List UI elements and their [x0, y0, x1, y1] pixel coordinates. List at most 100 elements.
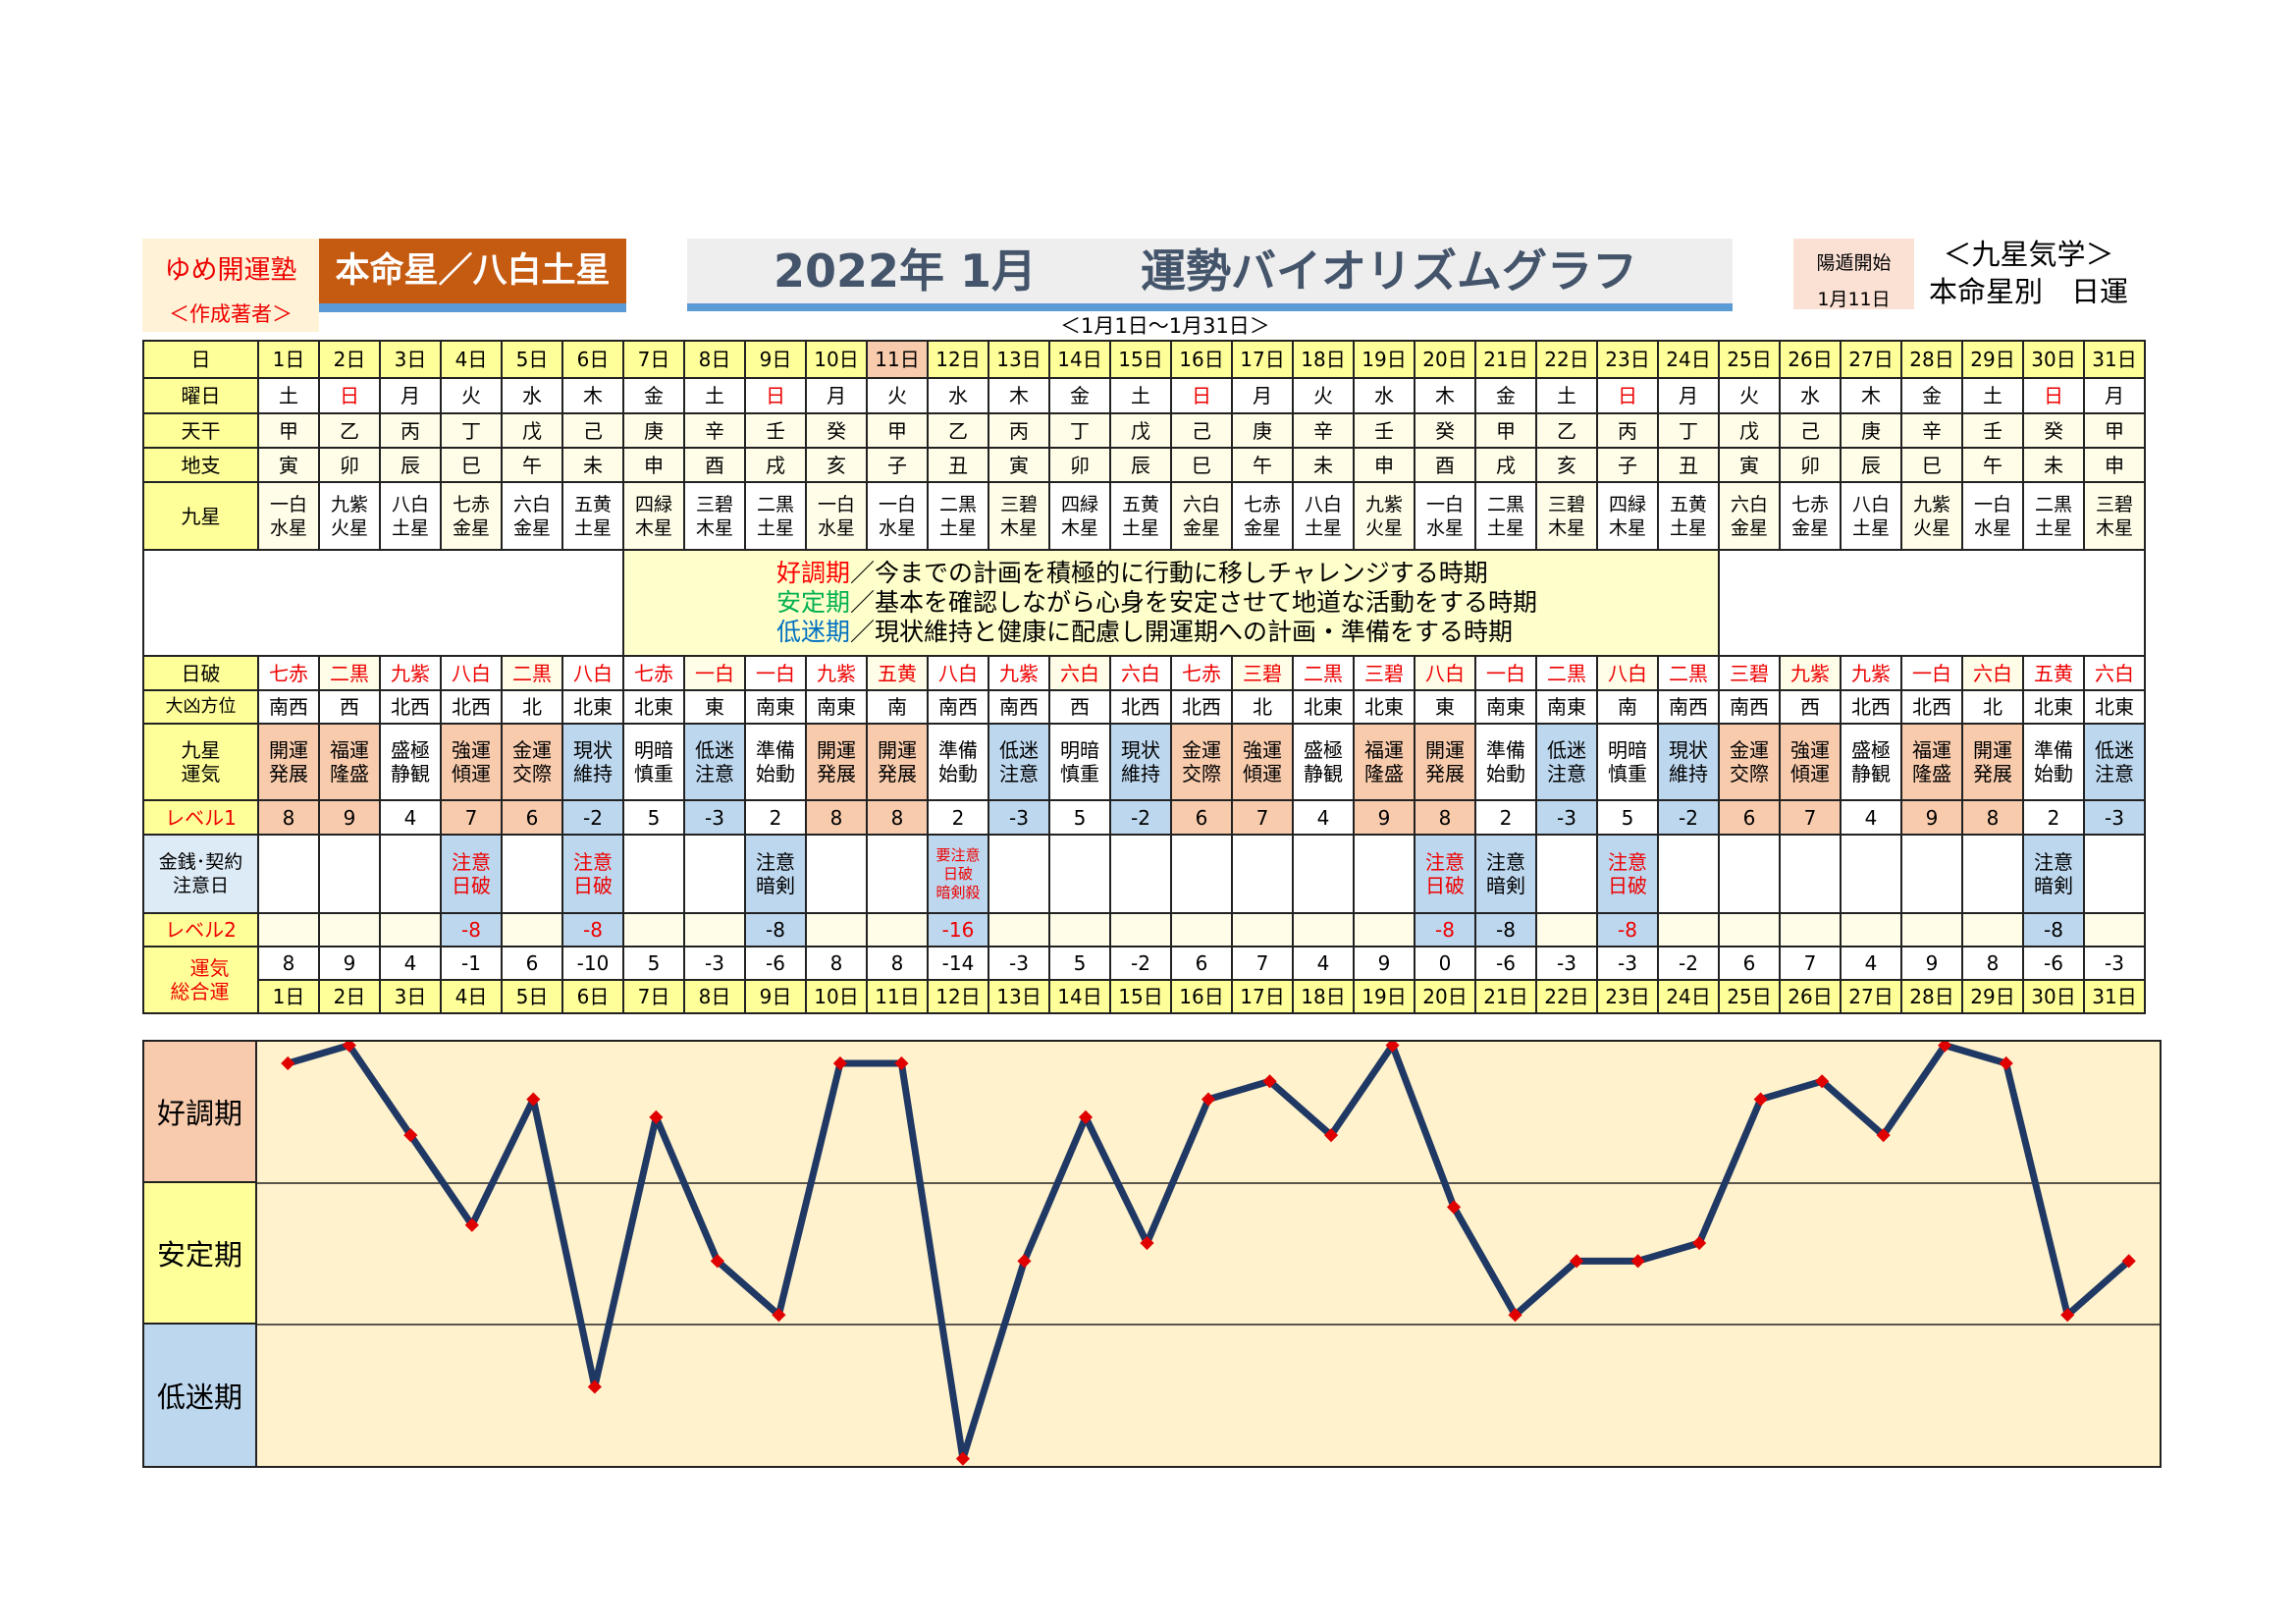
kyusei-cell: 九紫火星 [318, 481, 381, 551]
nippa-cell: 八白 [561, 655, 624, 691]
level2-cell [683, 912, 746, 947]
day-header: 26日 [1779, 340, 1842, 379]
tenkan-cell: 壬 [1353, 412, 1415, 449]
total-cell: 8 [257, 946, 320, 981]
unki-text: 金運交際 [1730, 738, 1769, 785]
level2-cell: -8 [744, 912, 807, 947]
chishi-cell: 寅 [257, 447, 320, 483]
tenkan-cell: 癸 [2022, 412, 2085, 449]
unki-cell: 金運交際 [501, 723, 563, 801]
tenkan-cell: 丙 [1596, 412, 1659, 449]
unki-text: 盛極静観 [1851, 738, 1891, 785]
kyusei-text: 三碧木星 [999, 493, 1038, 539]
level1-cell: 8 [257, 799, 320, 836]
level1-cell: 2 [927, 799, 989, 836]
unki-cell: 開運発展 [1961, 723, 2024, 801]
day-footer: 31日 [2083, 979, 2146, 1014]
row-label-tenkan: 天干 [142, 412, 259, 449]
legend-empty-left [142, 549, 624, 657]
day-footer: 26日 [1779, 979, 1842, 1014]
kinsen-cell [1779, 834, 1842, 914]
nippa-cell: 八白 [1414, 655, 1476, 691]
kyusei-text: 九紫火星 [330, 493, 368, 539]
chishi-cell: 巳 [1900, 447, 1963, 483]
unki-cell: 明暗慎重 [1596, 723, 1659, 801]
day-footer: 8日 [683, 979, 746, 1014]
total-cell: -2 [1657, 946, 1720, 981]
legend-text: ／現状維持と健康に配慮し開運期への計画・準備をする時期 [850, 618, 1514, 646]
data-point [1570, 1254, 1584, 1269]
day-footer: 14日 [1048, 979, 1111, 1014]
kyusei-cell: 八白土星 [1292, 481, 1355, 551]
houi-cell: 南西 [1657, 689, 1720, 725]
chishi-cell: 午 [501, 447, 563, 483]
day-footer: 12日 [927, 979, 989, 1014]
kinsen-cell [1961, 834, 2024, 914]
row-label-nippa: 日破 [142, 655, 259, 691]
tenkan-cell: 甲 [1474, 412, 1537, 449]
unki-text: 準備始動 [1486, 738, 1525, 785]
level2-cell [318, 912, 381, 947]
level2-cell [1718, 912, 1781, 947]
level2-cell [805, 912, 868, 947]
kyusei-cell: 一白水星 [257, 481, 320, 551]
day-footer: 23日 [1596, 979, 1659, 1014]
level1-cell: 2 [1474, 799, 1537, 836]
total-cell: 9 [318, 946, 381, 981]
unki-cell: 低迷注意 [1535, 723, 1598, 801]
brand-name: ゆめ開運塾 [164, 255, 297, 286]
unki-text: 現状維持 [1121, 738, 1160, 785]
legend-text: ／基本を確認しながら心身を安定させて地道な活動をする時期 [850, 588, 1538, 617]
kyusei-text: 一白水星 [1973, 493, 2011, 539]
total-cell: -14 [927, 946, 989, 981]
total-cell: -2 [1109, 946, 1172, 981]
day-header: 4日 [440, 340, 503, 379]
level2-cell [988, 912, 1050, 947]
kyusei-cell: 一白水星 [1414, 481, 1476, 551]
kinsen-cell [379, 834, 442, 914]
tenkan-cell: 丁 [1657, 412, 1720, 449]
kinsen-cell [318, 834, 381, 914]
day-footer: 10日 [805, 979, 868, 1014]
kyusei-text: 九紫火星 [1912, 493, 1950, 539]
kinsen-cell [2083, 834, 2146, 914]
tenkan-cell: 戊 [501, 412, 563, 449]
level1-cell: 9 [1353, 799, 1415, 836]
day-footer: 3日 [379, 979, 442, 1014]
unki-cell: 準備始動 [744, 723, 807, 801]
chishi-cell: 申 [622, 447, 685, 483]
tenkan-cell: 戊 [1109, 412, 1172, 449]
nippa-cell: 六白 [1961, 655, 2024, 691]
tenkan-cell: 己 [1779, 412, 1842, 449]
tenkan-cell: 壬 [744, 412, 807, 449]
nippa-cell: 九紫 [1840, 655, 1902, 691]
level1-cell: 4 [1840, 799, 1902, 836]
chishi-cell: 酉 [683, 447, 746, 483]
tenkan-cell: 甲 [866, 412, 929, 449]
day-footer: 17日 [1231, 979, 1294, 1014]
day-footer: 28日 [1900, 979, 1963, 1014]
total-cell: -6 [2022, 946, 2085, 981]
level1-cell: 4 [379, 799, 442, 836]
legend-cell: 好調期／今までの計画を積極的に行動に移しチャレンジする時期 安定期／基本を確認しな… [622, 549, 1720, 657]
chishi-cell: 酉 [1414, 447, 1476, 483]
nippa-cell: 九紫 [805, 655, 868, 691]
total-cell: 5 [622, 946, 685, 981]
chishi-cell: 午 [1961, 447, 2024, 483]
day-header: 16日 [1170, 340, 1233, 379]
houi-cell: 南西 [1718, 689, 1781, 725]
tenkan-cell: 己 [561, 412, 624, 449]
chishi-cell: 卯 [318, 447, 381, 483]
weekday-cell: 月 [2083, 377, 2146, 414]
line-chart [257, 1038, 2160, 1466]
kinsen-cell: 注意 暗剣 [744, 834, 807, 914]
kyusei-text: 八白土星 [1304, 493, 1342, 539]
level1-cell: 8 [866, 799, 929, 836]
chishi-cell: 申 [2083, 447, 2146, 483]
row-label-total-text: 運気総合運 [170, 956, 230, 1003]
nippa-cell: 一白 [1474, 655, 1537, 691]
kinsen-cell [1292, 834, 1355, 914]
day-header: 12日 [927, 340, 989, 379]
tenkan-cell: 乙 [1535, 412, 1598, 449]
kinsen-cell [1109, 834, 1172, 914]
